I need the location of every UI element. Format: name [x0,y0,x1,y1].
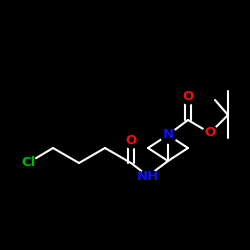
Text: O: O [126,134,136,146]
Text: O: O [204,126,216,140]
Text: Cl: Cl [21,156,35,170]
Text: O: O [182,90,194,102]
Text: N: N [162,128,173,141]
Text: NH: NH [137,170,159,182]
